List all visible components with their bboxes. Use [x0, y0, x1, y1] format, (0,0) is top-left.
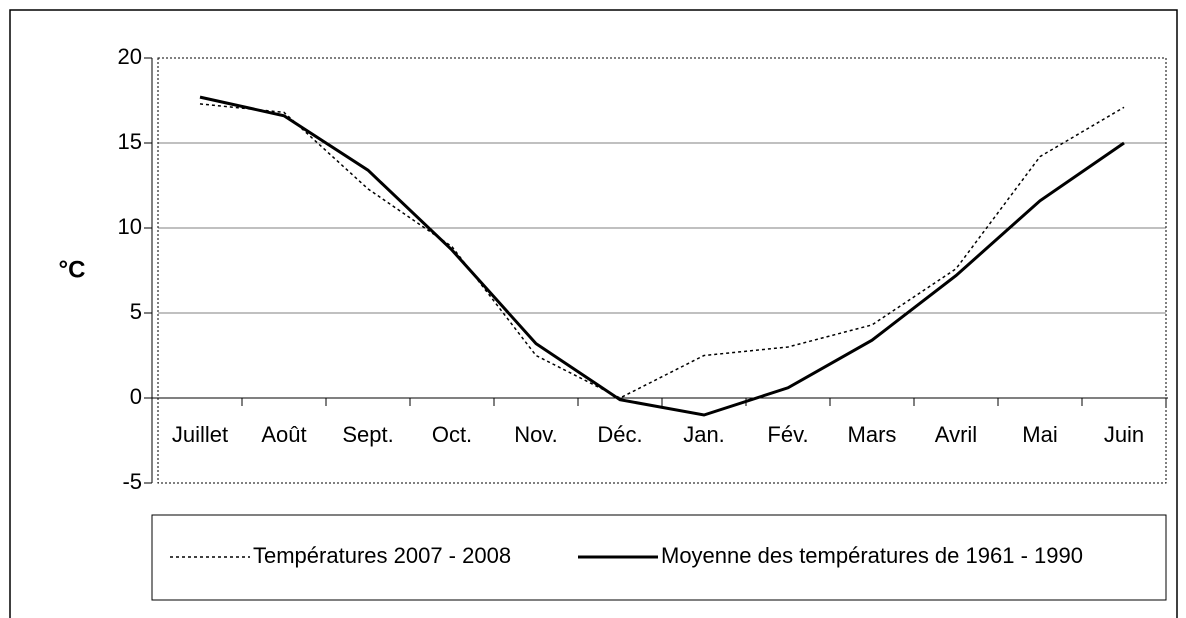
x-tick-label: Déc. [597, 422, 642, 447]
x-tick-label: Juillet [172, 422, 228, 447]
x-tick-label: Juin [1104, 422, 1144, 447]
x-tick-label: Jan. [683, 422, 725, 447]
line-series [199, 95, 1125, 417]
y-tick-label: 0 [130, 384, 142, 409]
x-tick-label: Nov. [514, 422, 558, 447]
x-tick-label: Oct. [432, 422, 472, 447]
x-tick-label: Fév. [767, 422, 808, 447]
y-tick-label: 5 [130, 299, 142, 324]
line-series [199, 103, 1125, 399]
legend-label: Températures 2007 - 2008 [253, 543, 511, 568]
y-tick-label: 20 [118, 44, 142, 69]
x-tick-label: Avril [935, 422, 977, 447]
y-axis-label: °C [59, 256, 86, 283]
y-tick-label: 10 [118, 214, 142, 239]
legend-box [151, 514, 1167, 601]
x-tick-label: Sept. [342, 422, 393, 447]
plot-border [157, 57, 1167, 484]
x-tick-label: Août [261, 422, 306, 447]
x-tick-label: Mars [848, 422, 897, 447]
y-tick-label: 15 [118, 129, 142, 154]
chart-frame [9, 9, 1178, 618]
legend-label: Moyenne des températures de 1961 - 1990 [661, 543, 1083, 568]
x-tick-label: Mai [1022, 422, 1057, 447]
y-tick-label: -5 [122, 469, 142, 494]
